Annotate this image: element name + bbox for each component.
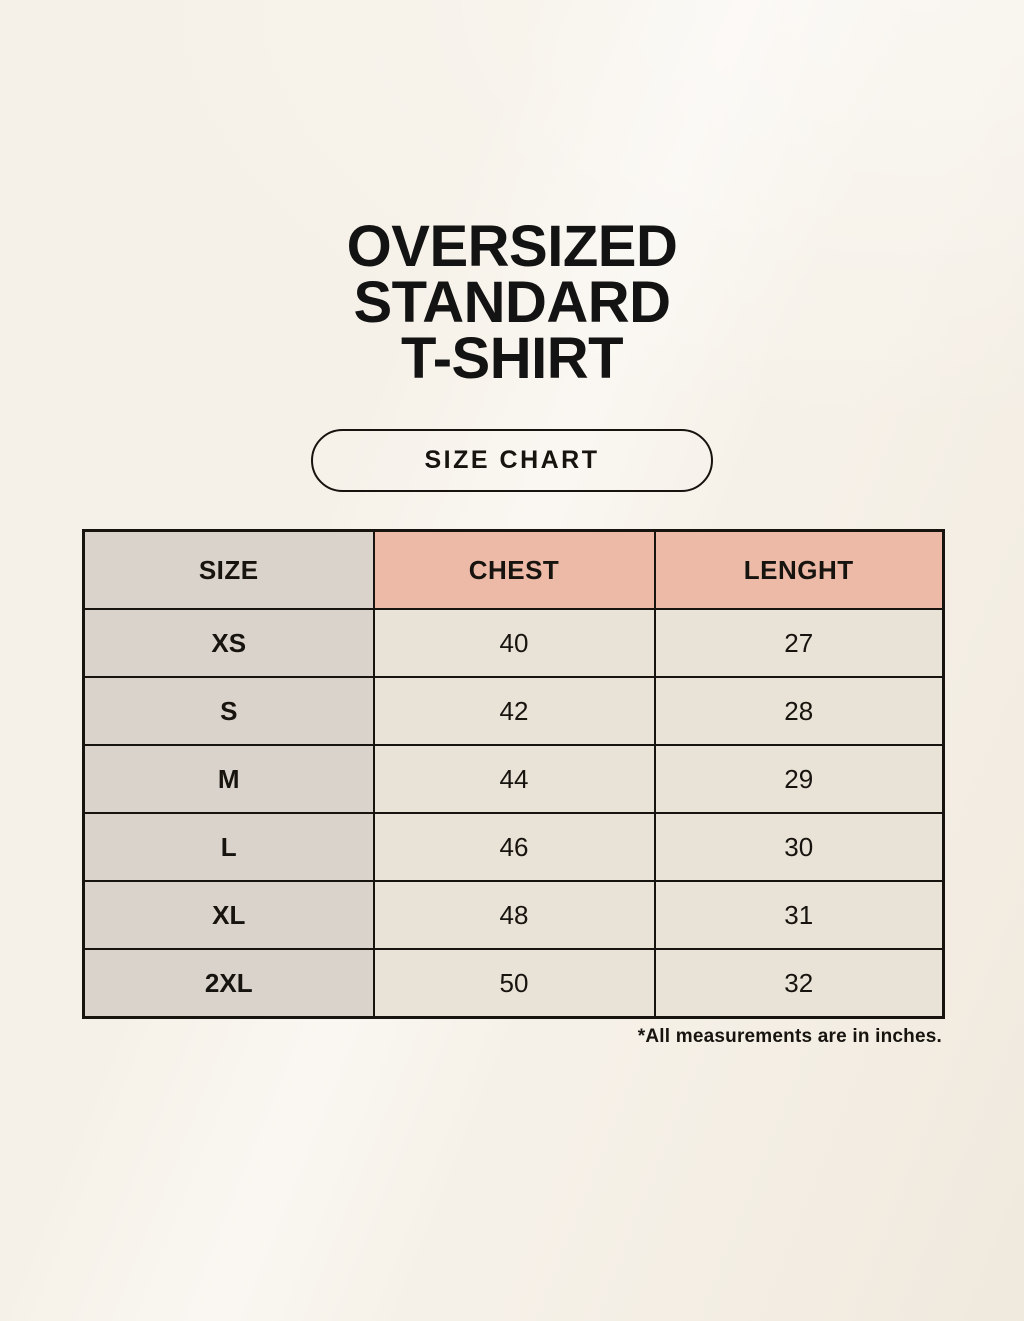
lenght-cell: 29: [653, 744, 945, 814]
chest-cell: 44: [372, 744, 656, 814]
header-row: SIZE CHEST LENGHT: [82, 529, 945, 610]
size-cell: M: [82, 744, 375, 814]
table-row-l: L 46 30: [82, 812, 945, 882]
size-chart-button-label: SIZE CHART: [424, 446, 600, 474]
size-cell: L: [82, 812, 375, 882]
chest-cell: 40: [372, 608, 656, 678]
size-chart-button[interactable]: SIZE CHART: [311, 429, 713, 492]
lenght-cell: 32: [653, 948, 945, 1019]
size-table: SIZE CHEST LENGHT XS 40 27 S 42 28 M 44 …: [82, 529, 945, 1019]
lenght-cell: 30: [653, 812, 945, 882]
lenght-cell: 27: [653, 608, 945, 678]
chest-cell: 50: [372, 948, 656, 1019]
table-row-xs: XS 40 27: [82, 608, 945, 678]
table-row-xl: XL 48 31: [82, 880, 945, 950]
chest-cell: 46: [372, 812, 656, 882]
title-line-2: STANDARD: [353, 270, 671, 335]
lenght-cell: 28: [653, 676, 945, 746]
measurements-footnote: *All measurements are in inches.: [637, 1026, 942, 1047]
table-row-m: M 44 29: [82, 744, 945, 814]
column-header-lenght: LENGHT: [653, 529, 945, 610]
chest-cell: 42: [372, 676, 656, 746]
size-cell: S: [82, 676, 375, 746]
table-row-2xl: 2XL 50 32: [82, 948, 945, 1019]
title-line-3: T-SHIRT: [400, 326, 624, 391]
product-title: OVERSIZED STANDARD T-SHIRT: [0, 214, 1024, 391]
lenght-cell: 31: [653, 880, 945, 950]
size-cell: XS: [82, 608, 375, 678]
column-header-chest: CHEST: [372, 529, 656, 610]
chest-cell: 48: [372, 880, 656, 950]
column-header-size: SIZE: [82, 529, 375, 610]
size-cell: XL: [82, 880, 375, 950]
size-cell: 2XL: [82, 948, 375, 1019]
table-row-s: S 42 28: [82, 676, 945, 746]
title-line-1: OVERSIZED: [346, 214, 678, 279]
